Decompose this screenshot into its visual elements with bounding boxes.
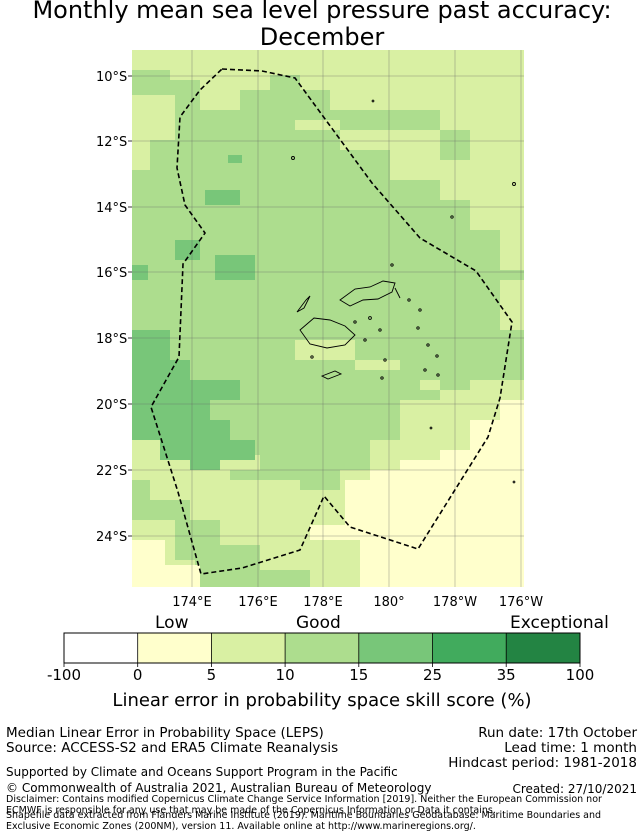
lon-label: 178°W — [433, 595, 477, 610]
lat-label: 16°S — [96, 266, 127, 281]
lon-label: 180° — [373, 595, 404, 610]
support-text: Supported by Climate and Oceans Support … — [6, 765, 398, 779]
region-good-center — [295, 120, 524, 270]
skill-regions — [132, 50, 524, 587]
lat-label: 20°S — [96, 398, 127, 413]
lon-label: 174°E — [172, 595, 212, 610]
island-viti-levu — [299, 317, 356, 349]
colorbar-tick: 5 — [206, 666, 217, 684]
region-low-southwest — [132, 540, 200, 587]
hindcast-text: Hindcast period: 1981-2018 — [448, 755, 637, 771]
lon-label: 176°E — [238, 595, 278, 610]
run-date-text: Run date: 17th October — [478, 725, 637, 741]
lat-label: 14°S — [96, 201, 127, 216]
created-text: Created: 27/10/2021 — [512, 782, 637, 796]
category-low: Low — [155, 613, 189, 633]
colorbar-swatch — [506, 633, 580, 663]
colorbar-tick: 35 — [496, 666, 516, 684]
colorbar-swatch — [137, 633, 212, 663]
lat-label: 10°S — [96, 70, 127, 85]
region-green-patch-1 — [215, 255, 255, 280]
colorbar-tick: -100 — [46, 666, 82, 684]
island-vanua-levu — [339, 280, 396, 307]
lat-label: 22°S — [96, 464, 127, 479]
region-low-east — [510, 400, 524, 420]
colorbar-swatch — [358, 633, 433, 663]
fiji-islands — [291, 99, 516, 484]
region-good-north-2 — [132, 95, 175, 170]
colorbar — [63, 632, 581, 667]
colorbar-frame — [63, 632, 581, 664]
chart-title: Monthly mean sea level pressure past acc… — [32, 0, 612, 24]
chart-subtitle: December — [259, 23, 385, 51]
colorbar-swatch — [285, 633, 359, 663]
region-good-north — [132, 50, 524, 160]
category-exceptional: Exceptional — [510, 613, 609, 633]
colorbar-swatch — [64, 633, 138, 663]
lat-label: 24°S — [96, 530, 127, 545]
colorbar-tick: 0 — [132, 666, 143, 684]
region-good-green-west — [132, 330, 255, 470]
region-green-patch-3 — [205, 190, 240, 205]
disclaimer-text: Disclaimer: Contains modified Copernicus… — [6, 794, 602, 816]
colorbar-label: Linear error in probability space skill … — [112, 690, 532, 711]
region-good-east — [500, 280, 524, 330]
region-green-patch-4 — [132, 265, 148, 280]
source-text: Source: ACCESS-S2 and ERA5 Climate Reana… — [6, 740, 339, 756]
map-gridlines — [132, 50, 524, 587]
shapefile-credit-text: Shapefile data extracted from Flanders M… — [6, 810, 602, 832]
colorbar-swatch — [211, 633, 286, 663]
island-yasawa — [296, 295, 311, 313]
lead-time-text: Lead time: 1 month — [504, 740, 637, 756]
region-low-southeast — [310, 400, 524, 587]
colorbar-tick: 100 — [565, 666, 595, 684]
lat-label: 12°S — [96, 135, 127, 150]
region-green-patch-5 — [228, 155, 242, 163]
lat-label: 18°S — [96, 332, 127, 347]
lon-label: 178°E — [303, 595, 343, 610]
eez-boundary — [150, 68, 513, 575]
island-kadavu — [320, 370, 343, 380]
category-good: Good — [296, 613, 341, 633]
map-frame — [128, 75, 132, 537]
copyright-text: © Commonwealth of Australia 2021, Austra… — [6, 781, 432, 795]
colorbar-tick: 25 — [422, 666, 443, 684]
colorbar-tick: 10 — [275, 666, 295, 684]
region-green-patch-2 — [175, 240, 200, 260]
method-text: Median Linear Error in Probability Space… — [6, 725, 324, 741]
colorbar-tick: 15 — [349, 666, 369, 684]
island-taveuni — [394, 287, 401, 299]
colorbar-swatch — [432, 633, 507, 663]
lon-label: 176°W — [499, 595, 543, 610]
